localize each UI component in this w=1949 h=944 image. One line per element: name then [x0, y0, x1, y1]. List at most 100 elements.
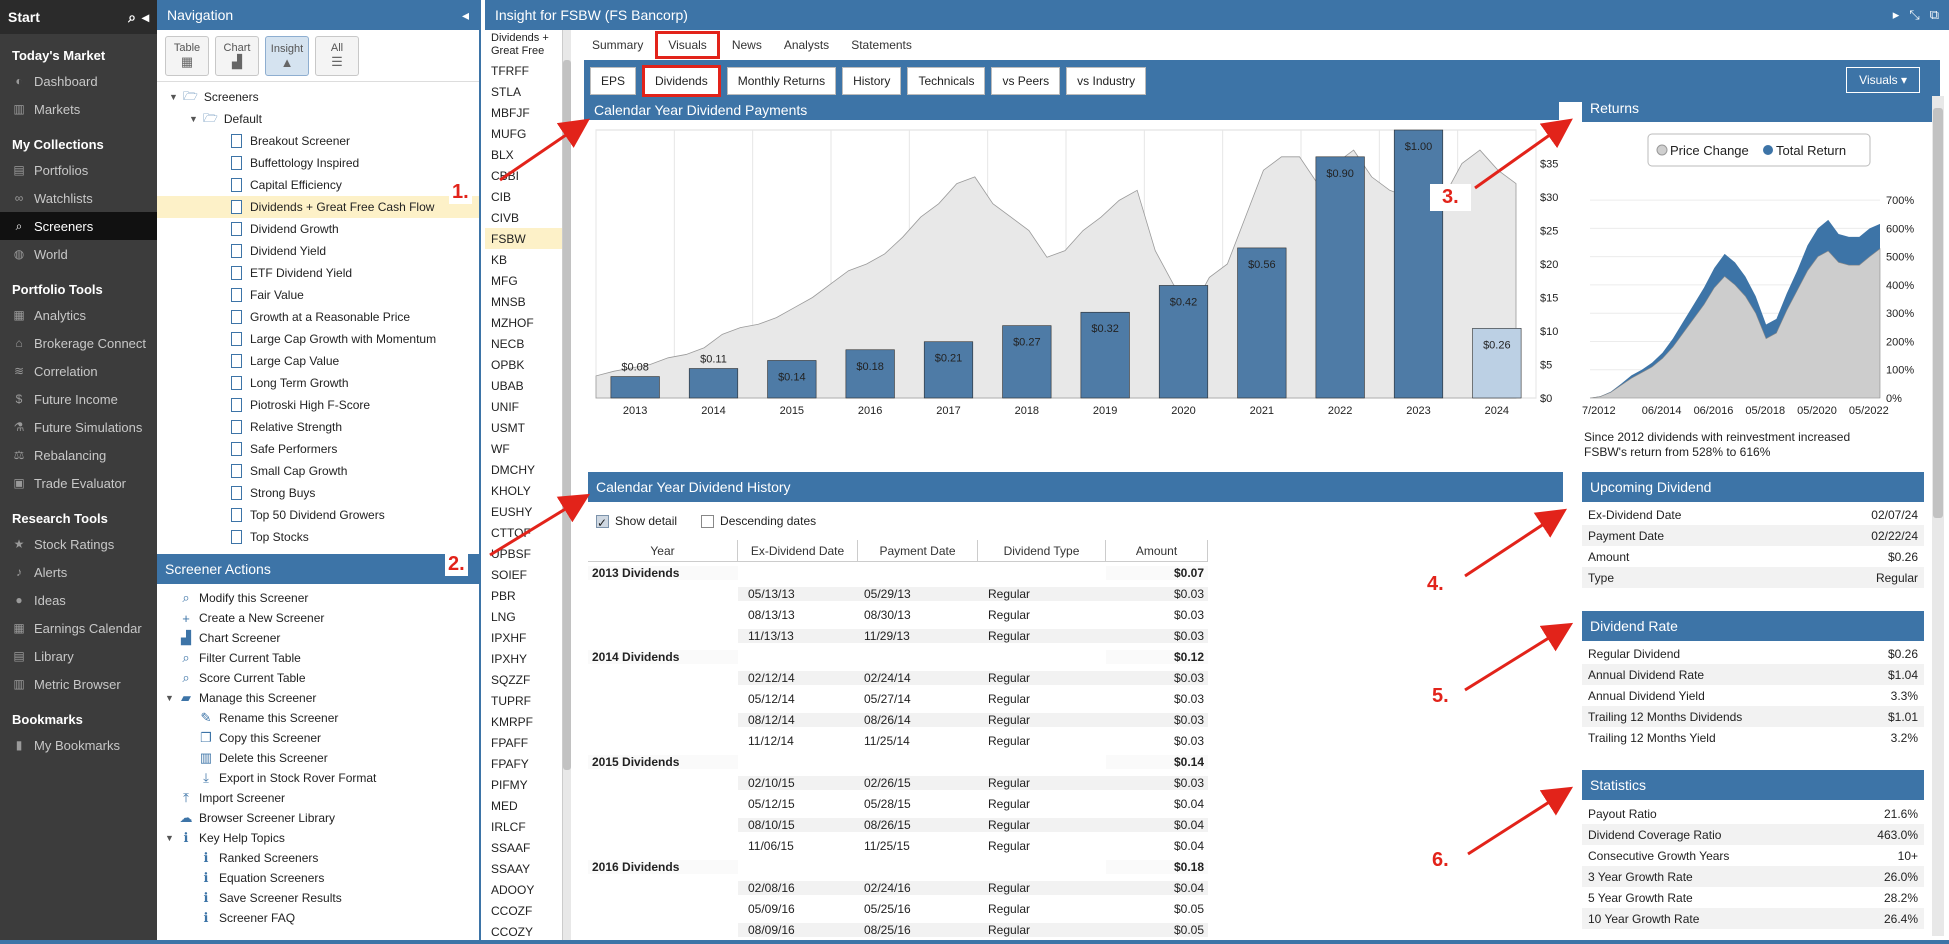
view-chart-button[interactable]: Chart ▟ — [215, 36, 259, 76]
action-create-a-new-screener[interactable]: + Create a New Screener — [157, 608, 479, 628]
screener-item[interactable]: Large Cap Value — [157, 350, 479, 372]
ticker-item[interactable]: IPXHY — [491, 651, 528, 666]
nav-item-screeners[interactable]: ⌕ Screeners — [0, 212, 157, 240]
action-delete-this-screener[interactable]: ▥ Delete this Screener — [157, 748, 479, 768]
nav-item-library[interactable]: ▤ Library — [0, 642, 157, 670]
ticker-item[interactable]: IPXHF — [491, 630, 527, 645]
action-equation-screeners[interactable]: ℹ Equation Screeners — [157, 868, 479, 888]
screener-item[interactable]: Dividend Growth — [157, 218, 479, 240]
shrink-icon[interactable]: ⤡ — [1909, 7, 1920, 22]
ticker-item[interactable]: KB — [491, 252, 508, 267]
tab-summary[interactable]: Summary — [592, 38, 644, 52]
view-all-button[interactable]: All ☰ — [315, 36, 359, 76]
tab-statements[interactable]: Statements — [851, 38, 912, 52]
ticker-item[interactable]: SSAAF — [491, 840, 531, 855]
screener-item[interactable]: Fair Value — [157, 284, 479, 306]
legend-price-change[interactable]: Price Change — [1670, 143, 1749, 158]
ticker-item[interactable]: MUFG — [491, 126, 527, 141]
tab-news[interactable]: News — [731, 38, 762, 52]
action-modify-this-screener[interactable]: ⌕ Modify this Screener — [157, 588, 479, 608]
ticker-item[interactable]: OPBK — [491, 357, 525, 372]
main-scrollbar[interactable] — [1932, 96, 1944, 936]
subtab-dividends[interactable]: Dividends — [642, 65, 721, 97]
subtab-technicals[interactable]: Technicals — [907, 67, 986, 95]
ticker-item[interactable]: PIFMY — [491, 777, 528, 792]
ticker-item[interactable]: CIVB — [491, 210, 520, 225]
ticker-item[interactable]: KMRPF — [491, 714, 533, 729]
subtab-eps[interactable]: EPS — [590, 67, 637, 95]
screener-item[interactable]: Dividends + Great Free Cash Flow — [157, 196, 479, 218]
subtab-monthly-returns[interactable]: Monthly Returns — [726, 67, 837, 95]
nav-item-future-simulations[interactable]: ⚗ Future Simulations — [0, 413, 157, 441]
ticker-item[interactable]: WF — [491, 441, 510, 456]
legend-total-return[interactable]: Total Return — [1776, 143, 1846, 158]
action-save-screener-results[interactable]: ℹ Save Screener Results — [157, 888, 479, 908]
screener-item[interactable]: Large Cap Growth with Momentum — [157, 328, 479, 350]
ticker-item[interactable]: UBAB — [491, 378, 524, 393]
view-table-button[interactable]: Table ▦ — [165, 36, 209, 76]
ticker-item[interactable]: SSAAY — [491, 861, 531, 876]
action-export-in-stock-rover-format[interactable]: ⤓ Export in Stock Rover Format — [157, 768, 479, 788]
nav-item-brokerage-connect[interactable]: ⌂ Brokerage Connect — [0, 329, 157, 357]
nav-item-alerts[interactable]: ♪ Alerts — [0, 558, 157, 586]
ticker-item[interactable]: KHOLY — [491, 483, 531, 498]
column-header[interactable]: Amount — [1106, 539, 1208, 562]
column-header[interactable]: Payment Date — [858, 539, 978, 562]
action-import-screener[interactable]: ⤒ Import Screener — [157, 788, 479, 808]
screener-item[interactable]: ETF Dividend Yield — [157, 262, 479, 284]
nav-item-correlation[interactable]: ≋ Correlation — [0, 357, 157, 385]
tab-visuals[interactable]: Visuals — [655, 31, 720, 59]
ticker-item[interactable]: ADOOY — [491, 882, 535, 897]
nav-item-dashboard[interactable]: ◐ Dashboard — [0, 67, 157, 95]
ticker-item[interactable]: MZHOF — [491, 315, 534, 330]
ticker-item[interactable]: CCOZF — [491, 903, 533, 918]
ticker-item[interactable]: EUSHY — [491, 504, 533, 519]
ticker-item[interactable]: MED — [491, 798, 518, 813]
action-chart-screener[interactable]: ▟ Chart Screener — [157, 628, 479, 648]
action-manage-this-screener[interactable]: ▼ ▰ Manage this Screener — [157, 688, 479, 708]
ticker-item[interactable]: USMT — [491, 420, 525, 435]
start-bar[interactable]: Start ⌕ ◂ — [0, 0, 157, 34]
expand-triangle-icon[interactable]: ▼ — [165, 693, 174, 703]
ticker-item[interactable]: FSBW — [485, 228, 562, 249]
screener-item[interactable]: Long Term Growth — [157, 372, 479, 394]
collapse-panel-icon[interactable]: ◂ — [461, 6, 469, 23]
ticker-item[interactable]: NECB — [491, 336, 525, 351]
nav-item-world[interactable]: ◍ World — [0, 240, 157, 268]
screener-item[interactable]: Growth at a Reasonable Price — [157, 306, 479, 328]
screener-item[interactable]: Relative Strength — [157, 416, 479, 438]
ticker-item[interactable]: IRLCF — [491, 819, 526, 834]
screener-item[interactable]: Top Stocks — [157, 526, 479, 548]
ticker-item[interactable]: BLX — [491, 147, 514, 162]
ticker-item[interactable]: CIB — [491, 189, 512, 204]
action-copy-this-screener[interactable]: ❐ Copy this Screener — [157, 728, 479, 748]
tab-analysts[interactable]: Analysts — [783, 38, 830, 52]
show-detail-checkbox[interactable]: ✓ Show detail — [596, 514, 678, 531]
ticker-item[interactable]: STLA — [491, 84, 522, 99]
ticker-item[interactable]: CCOZY — [491, 924, 533, 939]
expand-triangle-icon[interactable]: ▼ — [165, 833, 174, 843]
action-browser-screener-library[interactable]: ☁ Browser Screener Library — [157, 808, 479, 828]
column-header[interactable]: Dividend Type — [978, 539, 1106, 562]
nav-item-metric-browser[interactable]: ▥ Metric Browser — [0, 670, 157, 698]
nav-item-portfolios[interactable]: ▤ Portfolios — [0, 156, 157, 184]
popout-icon[interactable]: ⧉ — [1929, 7, 1939, 22]
visuals-dropdown[interactable]: Visuals ▾ — [1846, 67, 1920, 93]
nav-item-watchlists[interactable]: ∞ Watchlists — [0, 184, 157, 212]
scrollbar-thumb[interactable] — [563, 60, 571, 770]
tree-root[interactable]: ▼ 🗁 Screeners — [157, 86, 479, 108]
screener-item[interactable]: Piotroski High F-Score — [157, 394, 479, 416]
nav-item-my-bookmarks[interactable]: ▮ My Bookmarks — [0, 731, 157, 759]
ticker-item[interactable]: MNSB — [491, 294, 526, 309]
nav-item-rebalancing[interactable]: ⚖ Rebalancing — [0, 441, 157, 469]
column-header[interactable]: Year — [588, 539, 738, 562]
nav-item-earnings-calendar[interactable]: ▦ Earnings Calendar — [0, 614, 157, 642]
screener-item[interactable]: Small Cap Growth — [157, 460, 479, 482]
action-ranked-screeners[interactable]: ℹ Ranked Screeners — [157, 848, 479, 868]
next-arrow-icon[interactable]: ▸ — [1892, 7, 1900, 22]
main-scrollbar-thumb[interactable] — [1933, 108, 1943, 518]
ticker-item[interactable]: PBR — [491, 588, 516, 603]
screener-item[interactable]: Strong Buys — [157, 482, 479, 504]
view-insight-button[interactable]: Insight ▲ — [265, 36, 309, 76]
ticker-item[interactable]: UNIF — [491, 399, 519, 414]
